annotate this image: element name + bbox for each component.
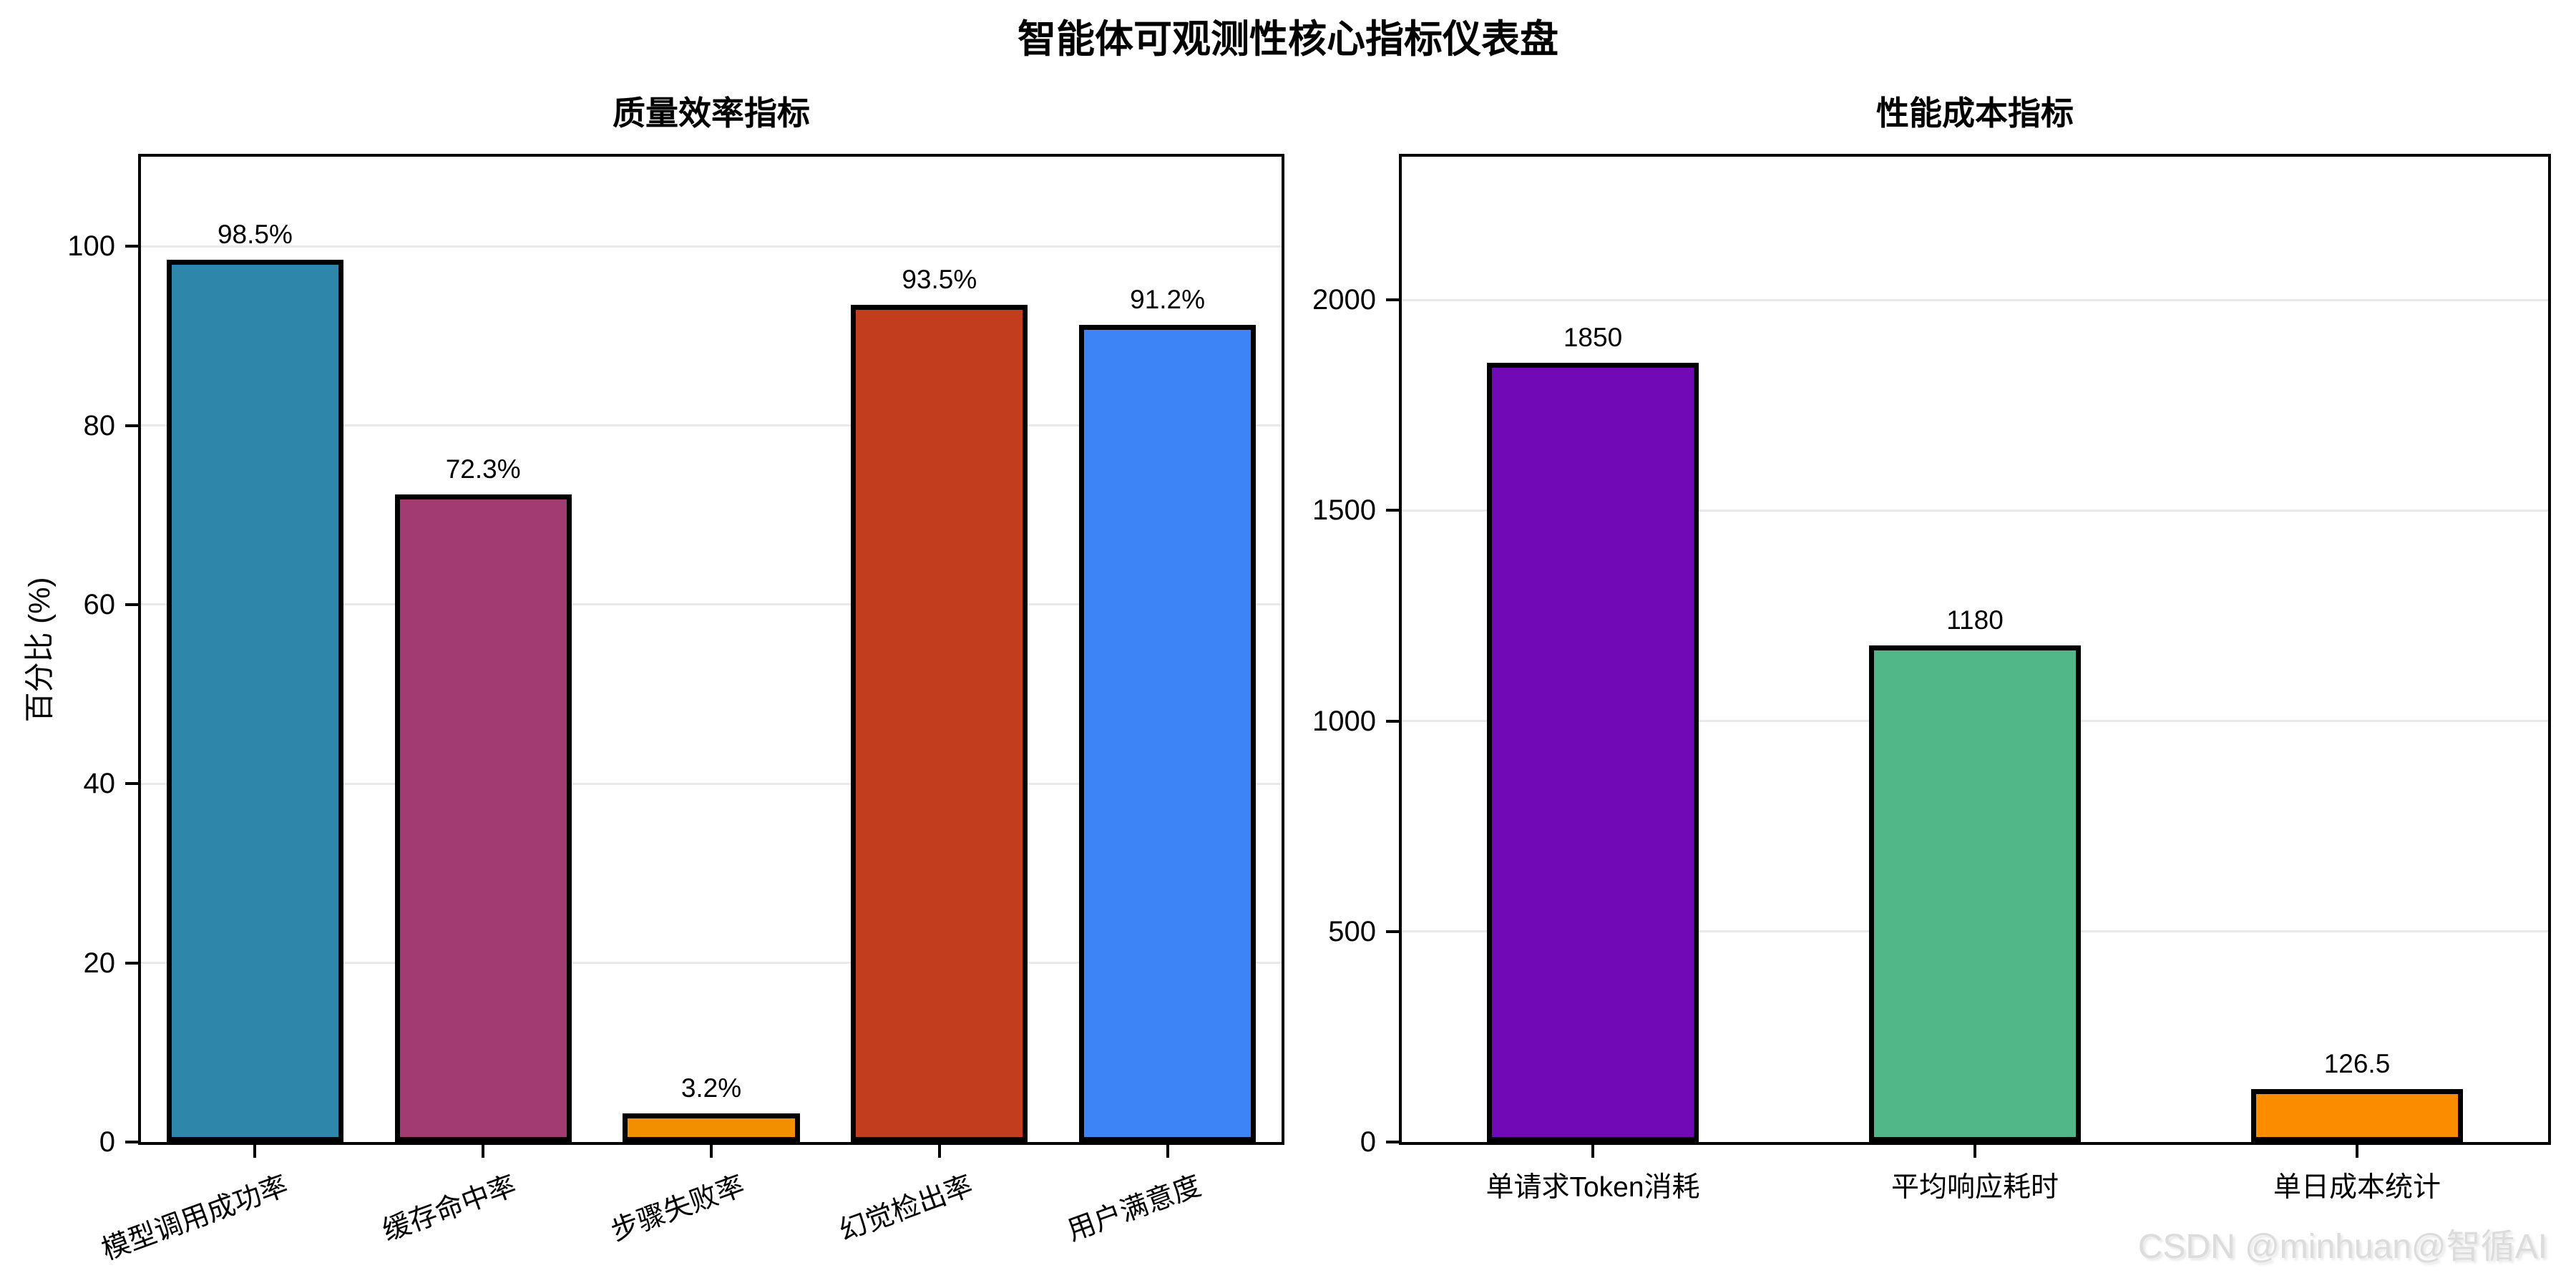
y-axis-tick (1386, 1141, 1402, 1143)
x-category-label: 模型调用成功率 (98, 1170, 293, 1267)
y-tick-label: 60 (83, 588, 116, 620)
bar-单请求Token消耗 (1486, 363, 1699, 1142)
gridline (141, 962, 1282, 965)
left-plot-area: 0 20 40 60 80 100 98.5% 模型调用成功率 72.3% 缓存命中率 3.2% 步骤… (67, 154, 1284, 1266)
y-axis-tick (1386, 298, 1402, 302)
watermark: CSDN @minhuan@智循AI (2137, 1228, 2547, 1266)
gridline (141, 603, 1282, 606)
y-tick-label: 0 (99, 1126, 115, 1158)
gridline (141, 782, 1282, 785)
x-axis-tick (253, 1142, 257, 1158)
y-tick-label: 0 (1360, 1126, 1376, 1158)
x-category-label: 单请求Token消耗 (1485, 1172, 1700, 1203)
y-tick-label: 1500 (1312, 494, 1376, 527)
x-category-label: 单日成本统计 (2273, 1172, 2441, 1203)
x-axis-tick (1166, 1142, 1169, 1158)
bar-value-label: 126.5 (2323, 1048, 2391, 1078)
y-tick-label: 500 (1328, 915, 1376, 947)
x-category-label: 幻觉检出率 (834, 1170, 977, 1247)
gridline (1402, 509, 2548, 512)
bar-幻觉检出率 (851, 304, 1028, 1142)
y-axis-tick (1386, 719, 1402, 723)
y-axis-tick (125, 961, 141, 965)
bar-步骤失败率 (623, 1113, 800, 1142)
x-axis-tick (710, 1142, 713, 1158)
x-category-label: 步骤失败率 (607, 1170, 749, 1247)
x-category-label: 缓存命中率 (379, 1170, 521, 1247)
bar-value-label: 1850 (1563, 323, 1623, 353)
y-tick-label: 100 (67, 230, 115, 263)
right-plot-area: 0 500 1000 1500 2000 1850 单请求Token消耗 1180 平均响应耗时… (1312, 154, 2551, 1203)
bar-平均响应耗时 (1868, 645, 2082, 1142)
gridline (141, 424, 1282, 427)
y-tick-label: 20 (83, 947, 116, 979)
y-axis-tick (1386, 930, 1402, 933)
gridline (141, 245, 1282, 248)
y-axis-tick (125, 1141, 141, 1143)
y-axis-tick (125, 602, 141, 606)
right-panel-title: 性能成本指标 (1876, 94, 2074, 132)
bar-value-label: 93.5% (902, 264, 977, 294)
x-axis-tick (482, 1142, 485, 1158)
bar-缓存命中率 (394, 494, 572, 1142)
y-tick-label: 1000 (1312, 705, 1376, 737)
x-axis-tick (937, 1142, 941, 1158)
bar-单日成本统计 (2250, 1088, 2464, 1142)
bar-模型调用成功率 (166, 259, 343, 1142)
y-tick-label: 40 (83, 768, 116, 800)
y-axis-tick (125, 782, 141, 786)
bar-用户满意度 (1079, 325, 1257, 1142)
bar-value-label: 3.2% (680, 1073, 742, 1103)
x-category-label: 用户满意度 (1063, 1170, 1205, 1247)
y-tick-label: 2000 (1312, 284, 1376, 316)
bar-value-label: 98.5% (217, 219, 293, 249)
y-axis-tick (1386, 509, 1402, 512)
y-axis-tick (125, 424, 141, 427)
figure-title: 智能体可观测性核心指标仪表盘 (1018, 18, 1558, 61)
x-category-label: 平均响应耗时 (1890, 1172, 2059, 1203)
x-axis-tick (1974, 1142, 1976, 1158)
gridline (1402, 298, 2548, 301)
bar-value-label: 1180 (1946, 605, 2004, 635)
x-axis-tick (2356, 1142, 2358, 1158)
y-axis-tick (125, 245, 141, 248)
x-axis-tick (1591, 1142, 1594, 1158)
left-panel-title: 质量效率指标 (613, 94, 810, 132)
bar-value-label: 91.2% (1130, 285, 1206, 315)
y-tick-label: 80 (83, 409, 116, 441)
bar-value-label: 72.3% (445, 454, 521, 484)
